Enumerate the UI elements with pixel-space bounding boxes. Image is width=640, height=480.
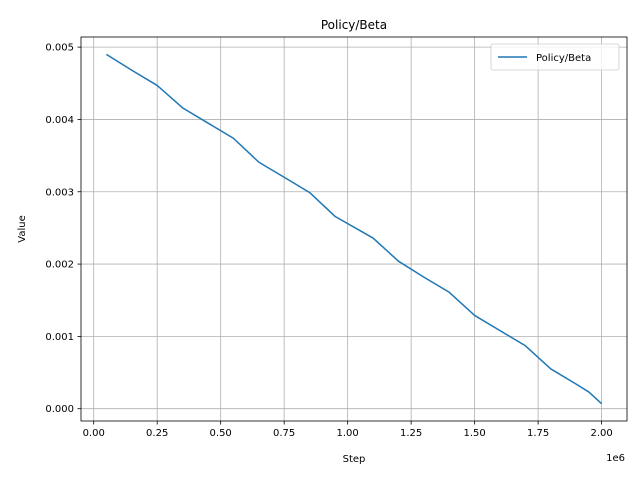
series-line-0 <box>106 53 603 405</box>
x-tick-label: 1.75 <box>527 428 549 439</box>
x-tick-label: 0.50 <box>210 428 232 439</box>
legend-box <box>490 43 620 71</box>
y-axis-ticks: 0.000 0.001 0.002 0.003 0.004 0.005 <box>45 43 81 415</box>
y-tick-label: 0.002 <box>45 260 74 271</box>
x-axis-ticks: 0.00 0.25 0.50 0.75 1.00 1.25 1.50 1.75 2.00 <box>83 421 613 439</box>
y-tick-label: 0.000 <box>45 404 74 415</box>
x-tick-label: 1.25 <box>400 428 422 439</box>
legend-label: Policy/Beta <box>536 53 591 64</box>
y-tick-label: 0.005 <box>45 43 74 54</box>
x-axis-offset-label: 1e6 <box>606 453 625 464</box>
x-tick-label: 2.00 <box>590 428 612 439</box>
x-axis-label: Step <box>343 454 366 465</box>
y-tick-label: 0.003 <box>45 187 74 198</box>
grid <box>81 37 627 421</box>
plot-frame <box>80 36 628 422</box>
x-tick-label: 1.00 <box>337 428 359 439</box>
x-tick-label: 0.75 <box>273 428 295 439</box>
y-tick-label: 0.001 <box>45 332 74 343</box>
x-tick-label: 0.25 <box>146 428 168 439</box>
chart-title: Policy/Beta <box>321 18 387 32</box>
y-axis-label: Value <box>17 215 28 242</box>
legend: Policy/Beta <box>490 43 620 71</box>
y-tick-label: 0.004 <box>45 115 74 126</box>
x-tick-label: 1.50 <box>463 428 485 439</box>
series-layer <box>106 53 603 405</box>
x-tick-label: 0.00 <box>83 428 105 439</box>
